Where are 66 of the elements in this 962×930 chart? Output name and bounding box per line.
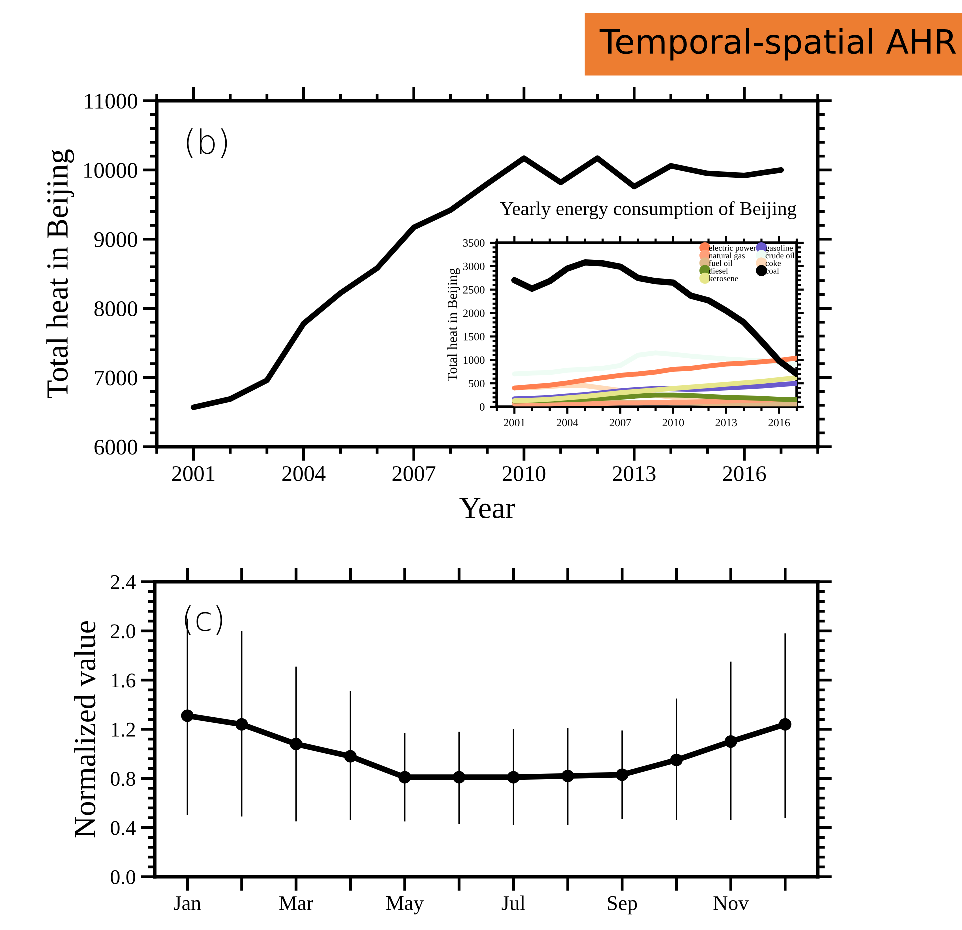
y-tick-label: 1.6 (112, 674, 136, 688)
point (562, 770, 574, 782)
x-tick-label: 2010 (502, 466, 546, 482)
point (453, 771, 466, 784)
x-tick-label: 2007 (610, 419, 632, 427)
legend-label: natural gas (709, 252, 745, 260)
point (616, 768, 629, 782)
point (507, 771, 520, 784)
y-tick-label: 1500 (464, 333, 485, 341)
y-tick-label: 10000 (84, 163, 138, 178)
x-tick-label: Jan (174, 896, 202, 910)
chart-title: Yearly energy consumption of Beijing (500, 202, 797, 220)
legend-label: kerosene (709, 276, 738, 282)
x-tick-label: 2013 (613, 466, 656, 482)
line-series (512, 376, 797, 404)
x-tick-label: Jul (502, 896, 526, 910)
x-tick-label: May (386, 896, 424, 915)
point (181, 710, 194, 722)
legend-label: crude oil (766, 252, 795, 259)
x-tick-label: 2004 (282, 466, 326, 482)
y-tick-label: 6000 (94, 440, 138, 455)
y-tick-label: 0 (480, 403, 485, 411)
line-series (512, 356, 797, 391)
x-tick-label: 2004 (556, 419, 579, 427)
x-tick-label: 2016 (768, 419, 790, 427)
y-axis-title: Total heat in Beijing (46, 150, 74, 398)
x-tick-label: Mar (280, 896, 314, 910)
x-tick-label: 2007 (392, 466, 436, 482)
y-tick-label: 9000 (94, 232, 138, 248)
legend-label: fuel oil (709, 260, 733, 266)
x-tick-label: 2010 (662, 419, 684, 427)
x-tick-label: 2016 (723, 466, 766, 482)
y-tick-label: 0.4 (111, 821, 136, 836)
y-tick-label: 11000 (85, 94, 138, 109)
annotation: (c) (185, 606, 222, 636)
y-tick-label: 1000 (464, 356, 485, 364)
y-tick-label: 0.0 (111, 870, 136, 885)
y-tick-label: 2000 (463, 310, 485, 318)
y-tick-label: 7000 (95, 370, 138, 386)
x-tick-label: 2013 (716, 419, 738, 427)
y-axis-title: Normalized value (74, 622, 96, 838)
x-axis-title: Year (460, 498, 516, 519)
point (236, 718, 248, 731)
y-tick-label: 2.0 (111, 624, 136, 639)
y-tick-label: 500 (469, 380, 485, 388)
legend-label: coke (766, 260, 781, 266)
point (344, 750, 357, 763)
point (670, 754, 683, 766)
y-axis-title: Total heat in Beijing (448, 268, 460, 382)
point (779, 718, 792, 731)
y-tick-label: 0.8 (111, 772, 136, 786)
point (290, 738, 303, 750)
x-tick-label: Nov (714, 896, 749, 910)
point (724, 736, 738, 748)
x-tick-label: 2001 (504, 419, 526, 427)
y-tick-label: 2.4 (111, 575, 136, 590)
point (398, 771, 412, 784)
x-tick-label: 2001 (172, 466, 215, 482)
y-tick-label: 3000 (464, 262, 485, 270)
x-tick-label: Sep (608, 896, 638, 915)
y-tick-label: 3500 (464, 239, 485, 247)
y-tick-label: 2500 (463, 286, 485, 294)
y-tick-label: 1.2 (112, 722, 136, 738)
y-tick-label: 8000 (94, 302, 138, 317)
chart-title: Temporal-spatial AHR (600, 28, 956, 61)
annotation: (b) (187, 128, 228, 158)
